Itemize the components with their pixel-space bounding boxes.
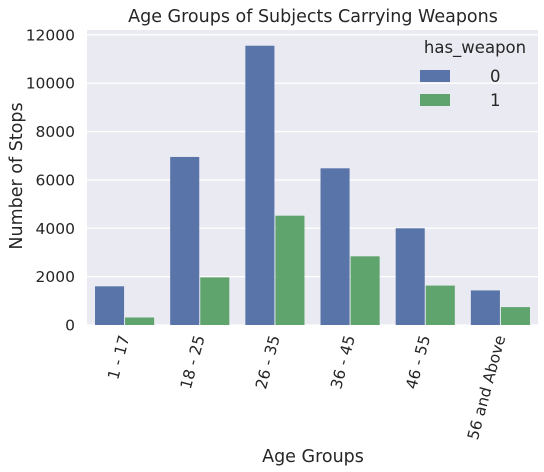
chart-title: Age Groups of Subjects Carrying Weapons: [128, 7, 498, 27]
x-tick-label: 46 - 55: [403, 333, 435, 391]
bar: [200, 277, 230, 325]
y-tick-label: 10000: [26, 75, 75, 93]
y-tick-label: 2000: [36, 268, 75, 286]
x-tick-label: 56 and Above: [464, 333, 509, 441]
x-axis-label: Age Groups: [262, 447, 364, 467]
bar: [350, 256, 380, 325]
y-tick-label: 4000: [36, 220, 75, 238]
bar: [425, 285, 455, 325]
x-axis-ticks: 1 - 17 18 - 25 26 - 35 36 - 45 46 - 55 56 and…: [104, 333, 509, 441]
y-axis-ticks: 0 2000 4000 6000 8000 10000 12000: [26, 26, 75, 334]
legend-swatch: [420, 94, 450, 106]
bars: [95, 45, 530, 325]
legend: has_weapon 0 1: [420, 38, 526, 110]
x-tick-label: 1 - 17: [104, 333, 133, 381]
x-tick-label: 18 - 25: [177, 333, 209, 391]
y-tick-label: 0: [65, 317, 75, 335]
x-tick-label: 36 - 45: [327, 333, 359, 391]
bar: [275, 215, 305, 325]
legend-label: 1: [490, 91, 501, 110]
bar: [395, 228, 425, 325]
y-tick-label: 8000: [36, 123, 75, 141]
bar: [95, 286, 125, 325]
y-tick-label: 6000: [36, 171, 75, 189]
bar: [170, 156, 200, 325]
y-tick-label: 12000: [26, 26, 75, 44]
bar: [125, 317, 155, 325]
legend-swatch: [420, 70, 450, 82]
y-axis-label: Number of Stops: [7, 102, 27, 249]
bar: [500, 307, 530, 325]
bar: [320, 168, 350, 325]
gridlines: [87, 34, 538, 326]
x-tick-label: 26 - 35: [252, 333, 284, 391]
legend-title: has_weapon: [424, 38, 526, 58]
bar: [245, 45, 275, 325]
plot-area: [87, 30, 538, 325]
legend-label: 0: [490, 67, 501, 86]
bar: [470, 290, 500, 325]
